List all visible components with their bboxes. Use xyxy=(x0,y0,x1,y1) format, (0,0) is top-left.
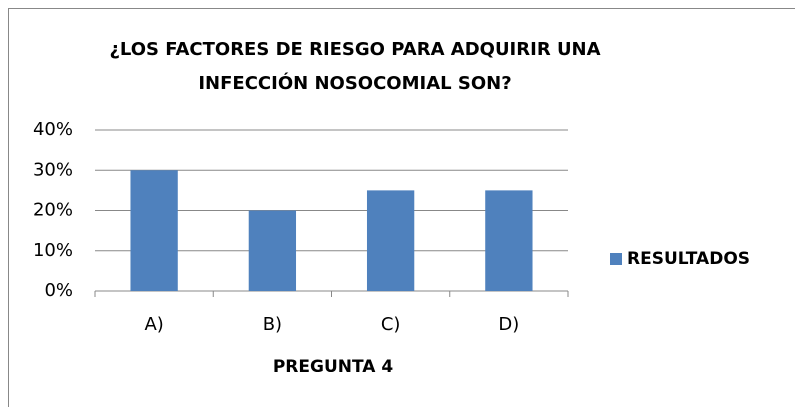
x-tick-label: C) xyxy=(381,314,401,335)
legend-swatch xyxy=(610,253,622,265)
chart-title: INFECCIÓN NOSOCOMIAL SON? xyxy=(198,72,511,94)
x-tick-label: B) xyxy=(263,314,282,335)
legend-label: RESULTADOS xyxy=(627,249,750,269)
y-tick-label: 30% xyxy=(33,159,73,180)
x-tick-label: D) xyxy=(498,314,519,335)
y-tick-label: 40% xyxy=(33,119,73,140)
y-tick-label: 20% xyxy=(33,200,73,221)
bar xyxy=(248,210,297,291)
x-axis-title: PREGUNTA 4 xyxy=(273,357,393,377)
x-tick-label: A) xyxy=(144,314,163,335)
chart-title: ¿LOS FACTORES DE RIESGO PARA ADQUIRIR UN… xyxy=(109,39,600,60)
bar xyxy=(485,190,533,291)
bar xyxy=(130,170,178,291)
y-tick-label: 10% xyxy=(33,240,73,261)
bar xyxy=(366,190,415,291)
y-tick-label: 0% xyxy=(44,280,73,301)
